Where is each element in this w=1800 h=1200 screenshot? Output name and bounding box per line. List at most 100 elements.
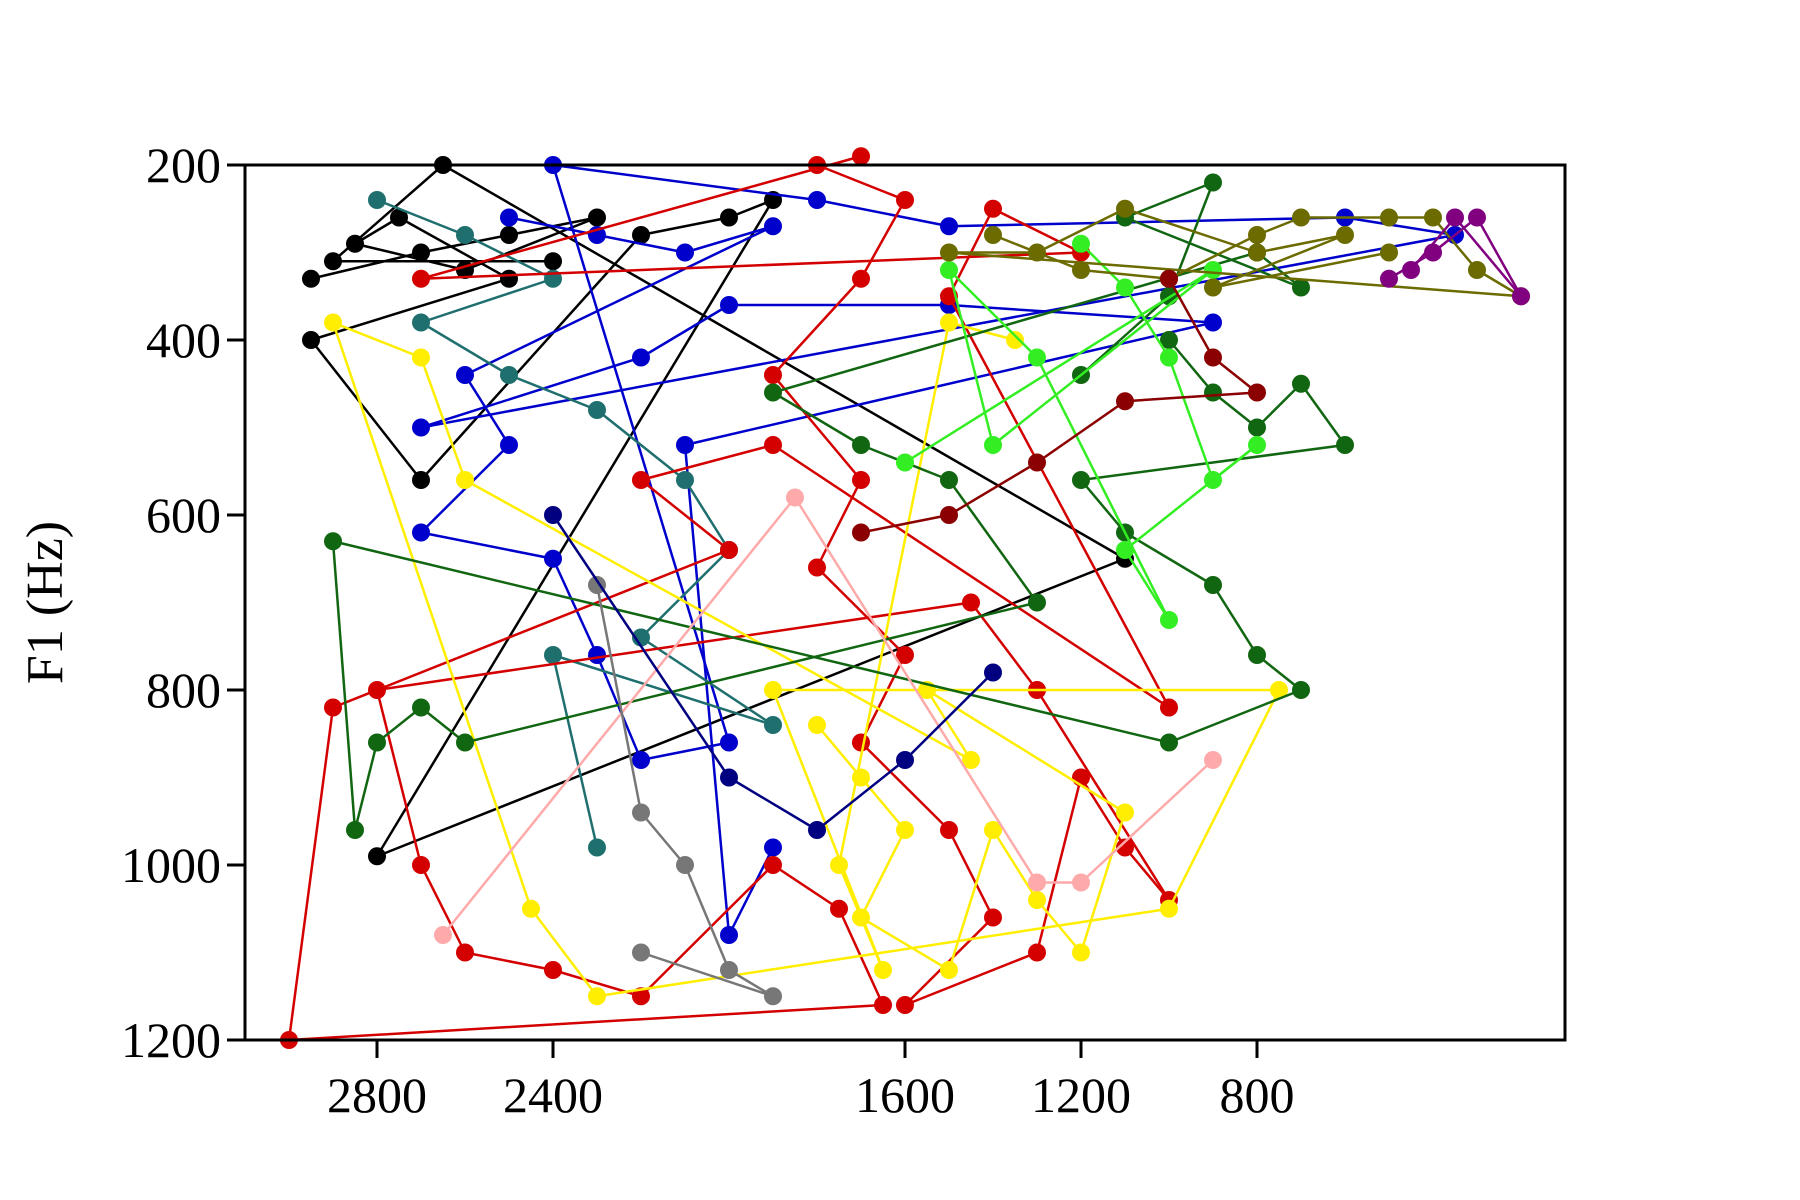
data-point — [940, 243, 958, 262]
trajectory-segment — [1212, 391, 1258, 429]
data-point — [1292, 681, 1310, 699]
data-point — [324, 252, 342, 271]
data-point — [456, 943, 474, 962]
data-point — [676, 856, 694, 874]
data-point — [1072, 943, 1090, 962]
data-point — [500, 436, 518, 454]
trajectory-segment — [596, 233, 686, 254]
trajectory-segment — [1167, 278, 1215, 359]
trajectory-segment — [463, 374, 511, 446]
data-point — [1006, 331, 1024, 349]
data-point — [1204, 383, 1222, 402]
data-point — [1072, 234, 1090, 253]
trajectory-segment — [1036, 400, 1126, 464]
data-point — [368, 191, 386, 209]
data-point — [544, 549, 562, 568]
trajectory-segment — [683, 444, 731, 936]
trajectory-segment — [1124, 444, 1258, 551]
data-point — [632, 628, 650, 647]
trajectory-segment — [948, 251, 1522, 298]
trajectory-segment — [948, 216, 1346, 228]
trajectory-segment — [551, 558, 599, 656]
trajectory-segment — [772, 277, 862, 376]
data-point — [346, 821, 364, 839]
data-point — [456, 366, 474, 384]
trajectory-segment — [1475, 216, 1523, 297]
trajectory-segment — [1167, 689, 1281, 910]
data-point — [896, 751, 914, 769]
trajectory-segment — [640, 549, 730, 639]
data-point — [764, 838, 782, 857]
data-point — [940, 506, 958, 524]
trajectory-segment — [332, 548, 730, 709]
data-point — [544, 252, 562, 271]
trajectory-segment — [375, 199, 775, 857]
trajectory-segment — [904, 671, 994, 761]
data-point — [500, 226, 518, 244]
trajectory-segment — [464, 233, 554, 280]
trajectory-segment — [508, 216, 598, 237]
data-point — [412, 698, 430, 717]
data-point — [764, 366, 782, 384]
data-point — [544, 646, 562, 664]
trajectory-segment — [640, 741, 730, 762]
trajectory-segment — [1035, 689, 1171, 901]
trajectory-segment — [420, 531, 554, 560]
data-point — [764, 987, 782, 1006]
trajectory-segment — [1454, 216, 1522, 298]
trajectory-segment — [1124, 846, 1170, 901]
data-point — [720, 541, 738, 559]
data-point — [676, 243, 694, 262]
y-tick-label: 1200 — [121, 1012, 221, 1068]
data-point — [808, 191, 826, 209]
data-point — [302, 269, 320, 288]
trajectory-segment — [551, 164, 731, 743]
y-tick-label: 800 — [146, 662, 221, 718]
trajectory-segment — [904, 951, 1038, 1007]
data-point — [720, 208, 738, 227]
data-point — [1160, 269, 1178, 288]
data-point — [588, 646, 606, 664]
data-point — [984, 908, 1002, 927]
trajectory-segment — [684, 225, 774, 254]
data-point — [1160, 899, 1178, 918]
data-point — [346, 234, 364, 253]
data-point — [588, 838, 606, 857]
data-point — [1160, 331, 1178, 349]
data-point — [852, 436, 870, 454]
trajectory-segment — [859, 199, 907, 280]
data-point — [544, 961, 562, 979]
data-point — [786, 488, 804, 507]
data-point — [1248, 418, 1266, 437]
trajectory-segment — [1124, 207, 1258, 254]
data-point — [1160, 733, 1178, 752]
data-point — [764, 217, 782, 236]
trajectory-segment — [420, 356, 642, 429]
data-point — [852, 768, 870, 787]
trajectory-segment — [1256, 233, 1346, 254]
trajectory-segment — [552, 653, 774, 727]
data-point — [412, 856, 430, 874]
data-point — [412, 269, 430, 288]
data-point — [984, 199, 1002, 218]
data-point — [764, 716, 782, 734]
trajectory-segment — [595, 584, 643, 813]
trajectory-segment — [551, 654, 599, 848]
trajectory-segment — [904, 268, 1214, 464]
data-point — [1160, 611, 1178, 629]
data-point — [1204, 313, 1222, 332]
trajectory-segment — [464, 951, 554, 972]
data-point — [1116, 392, 1134, 411]
data-point — [940, 313, 958, 332]
data-point — [1402, 261, 1420, 279]
trajectory-segment — [1035, 777, 1083, 953]
data-point — [1248, 226, 1266, 244]
trajectory-segment — [816, 759, 906, 831]
data-point — [874, 996, 892, 1014]
trajectory-segment — [947, 829, 995, 971]
trajectory-segment — [1344, 216, 1456, 237]
trajectory-segment — [354, 242, 466, 272]
data-point — [1160, 348, 1178, 367]
data-point — [984, 436, 1002, 454]
data-point — [1248, 646, 1266, 664]
